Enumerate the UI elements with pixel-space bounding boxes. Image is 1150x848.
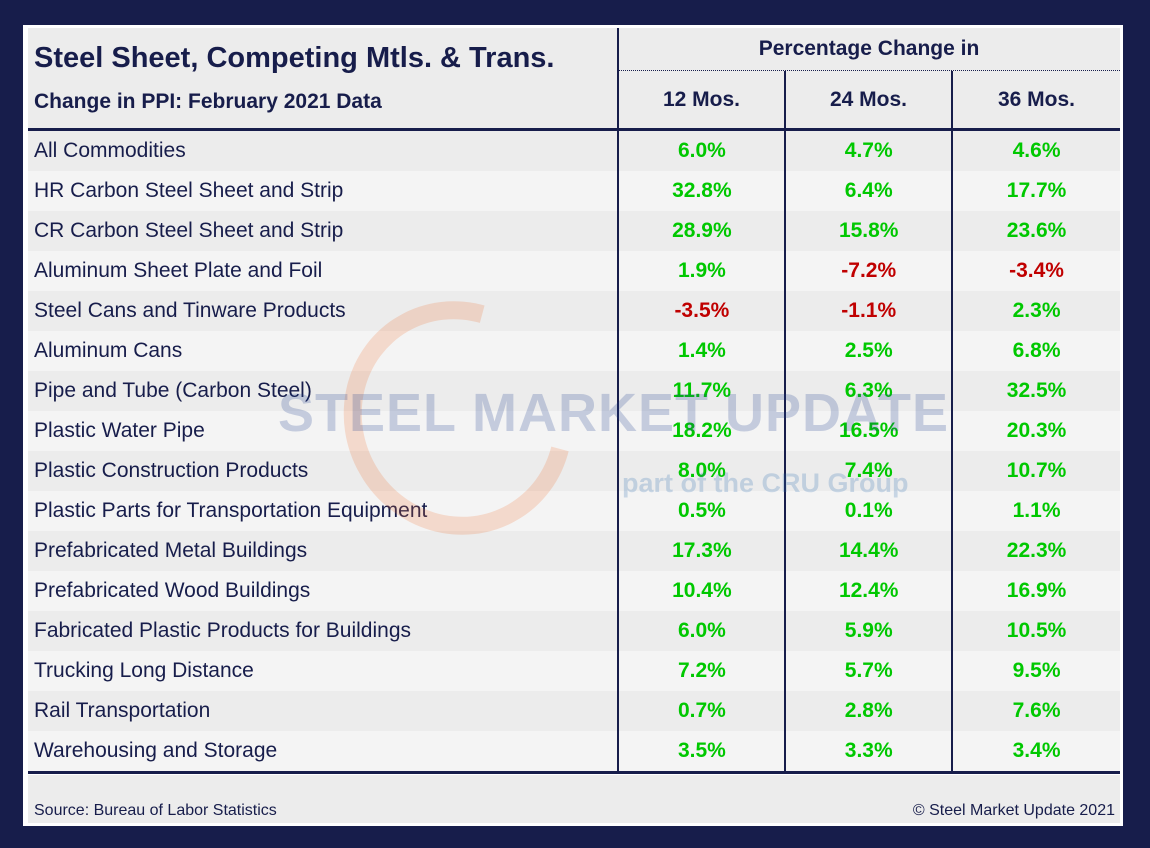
table-row: Fabricated Plastic Products for Building…	[28, 611, 1120, 651]
table-row: Prefabricated Wood Buildings 10.4% 12.4% 16…	[28, 571, 1120, 611]
table-row: All Commodities 6.0% 4.7% 4.6%	[28, 131, 1120, 171]
value-cell: 2.5%	[784, 331, 951, 371]
row-label: Aluminum Cans	[34, 339, 183, 362]
value-cell: 12.4%	[784, 571, 951, 611]
row-label: Prefabricated Metal Buildings	[34, 539, 308, 562]
copyright-note: © Steel Market Update 2021	[912, 802, 1115, 819]
value-cell: 5.7%	[784, 651, 951, 691]
row-label: Plastic Parts for Transportation Equipme…	[34, 499, 428, 522]
value-cell: 32.8%	[617, 171, 784, 211]
value-cell: 0.1%	[784, 491, 951, 531]
value-cell: 2.8%	[784, 691, 951, 731]
row-label: Plastic Water Pipe	[34, 419, 205, 442]
table-panel: Steel Sheet, Competing Mtls. & Trans. Ch…	[23, 25, 1123, 826]
value-cell: 1.4%	[617, 331, 784, 371]
row-label: Trucking Long Distance	[34, 659, 254, 682]
value-cell: 3.5%	[617, 731, 784, 771]
row-label: HR Carbon Steel Sheet and Strip	[34, 179, 344, 202]
table-footer: Source: Bureau of Labor Statistics © Ste…	[28, 775, 1120, 823]
value-cell: 4.6%	[951, 131, 1120, 171]
value-cell: 6.3%	[784, 371, 951, 411]
column-header-24: 24 Mos.	[829, 88, 908, 111]
table-title: Steel Sheet, Competing Mtls. & Trans.	[34, 42, 555, 74]
table-row: Pipe and Tube (Carbon Steel) 11.7% 6.3% 32.…	[28, 371, 1120, 411]
column-header-36: 36 Mos.	[997, 88, 1076, 111]
value-cell: 6.8%	[951, 331, 1120, 371]
table-row: HR Carbon Steel Sheet and Strip 32.8% 6.4%…	[28, 171, 1120, 211]
table-row: Plastic Parts for Transportation Equipme…	[28, 491, 1120, 531]
value-cell: 1.9%	[617, 251, 784, 291]
value-cell: 11.7%	[617, 371, 784, 411]
value-cell: 3.4%	[951, 731, 1120, 771]
table-subtitle: Change in PPI: February 2021 Data	[34, 90, 382, 113]
value-cell: 22.3%	[951, 531, 1120, 571]
table-body: All Commodities 6.0% 4.7% 4.6% HR Carbon Ste…	[28, 131, 1120, 774]
row-label: Fabricated Plastic Products for Building…	[34, 619, 412, 642]
table-header: Steel Sheet, Competing Mtls. & Trans. Ch…	[28, 28, 1120, 131]
value-cell: 10.5%	[951, 611, 1120, 651]
row-label: Rail Transportation	[34, 699, 211, 722]
value-cell: -1.1%	[784, 291, 951, 331]
value-cell: -3.5%	[617, 291, 784, 331]
value-cell: 14.4%	[784, 531, 951, 571]
table-row: Plastic Construction Products 8.0% 7.4% 10.…	[28, 451, 1120, 491]
row-label: Plastic Construction Products	[34, 459, 309, 482]
table-row: Plastic Water Pipe 18.2% 16.5% 20.3%	[28, 411, 1120, 451]
value-cell: 5.9%	[784, 611, 951, 651]
value-cell: 23.6%	[951, 211, 1120, 251]
table-row: CR Carbon Steel Sheet and Strip 28.9% 15.8…	[28, 211, 1120, 251]
row-label: Pipe and Tube (Carbon Steel)	[34, 379, 312, 402]
value-cell: 6.4%	[784, 171, 951, 211]
divider	[951, 71, 953, 128]
value-cell: -3.4%	[951, 251, 1120, 291]
value-cell: -7.2%	[784, 251, 951, 291]
row-label: CR Carbon Steel Sheet and Strip	[34, 219, 344, 242]
table-row: Trucking Long Distance 7.2% 5.7% 9.5%	[28, 651, 1120, 691]
source-note: Source: Bureau of Labor Statistics	[34, 802, 277, 819]
row-label: All Commodities	[34, 139, 186, 162]
value-cell: 7.4%	[784, 451, 951, 491]
value-cell: 17.3%	[617, 531, 784, 571]
value-cell: 1.1%	[951, 491, 1120, 531]
value-cell: 7.6%	[951, 691, 1120, 731]
table-row: Warehousing and Storage 3.5% 3.3% 3.4%	[28, 731, 1120, 771]
divider	[784, 71, 786, 128]
ppi-table: Steel Sheet, Competing Mtls. & Trans. Ch…	[28, 28, 1120, 823]
value-cell: 4.7%	[784, 131, 951, 171]
value-cell: 9.5%	[951, 651, 1120, 691]
value-cell: 20.3%	[951, 411, 1120, 451]
table-row: Aluminum Cans 1.4% 2.5% 6.8%	[28, 331, 1120, 371]
row-label: Prefabricated Wood Buildings	[34, 579, 311, 602]
value-cell: 10.7%	[951, 451, 1120, 491]
value-cell: 16.9%	[951, 571, 1120, 611]
value-cell: 0.5%	[617, 491, 784, 531]
divider	[617, 28, 619, 128]
table-row: Rail Transportation 0.7% 2.8% 7.6%	[28, 691, 1120, 731]
value-cell: 16.5%	[784, 411, 951, 451]
value-cell: 6.0%	[617, 131, 784, 171]
value-cell: 3.3%	[784, 731, 951, 771]
table-row: Steel Cans and Tinware Products -3.5% -1.1…	[28, 291, 1120, 331]
group-header: Percentage Change in	[618, 28, 1120, 71]
value-cell: 2.3%	[951, 291, 1120, 331]
value-cell: 0.7%	[617, 691, 784, 731]
table-row: Prefabricated Metal Buildings 17.3% 14.4% 2…	[28, 531, 1120, 571]
value-cell: 10.4%	[617, 571, 784, 611]
table-row: Aluminum Sheet Plate and Foil 1.9% -7.2% -3…	[28, 251, 1120, 291]
value-cell: 28.9%	[617, 211, 784, 251]
value-cell: 8.0%	[617, 451, 784, 491]
value-cell: 15.8%	[784, 211, 951, 251]
value-cell: 7.2%	[617, 651, 784, 691]
row-label: Warehousing and Storage	[34, 739, 278, 762]
value-cell: 32.5%	[951, 371, 1120, 411]
value-cell: 18.2%	[617, 411, 784, 451]
row-label: Steel Cans and Tinware Products	[34, 299, 346, 322]
value-cell: 17.7%	[951, 171, 1120, 211]
value-cell: 6.0%	[617, 611, 784, 651]
row-label: Aluminum Sheet Plate and Foil	[34, 259, 323, 282]
column-header-12: 12 Mos.	[662, 88, 741, 111]
